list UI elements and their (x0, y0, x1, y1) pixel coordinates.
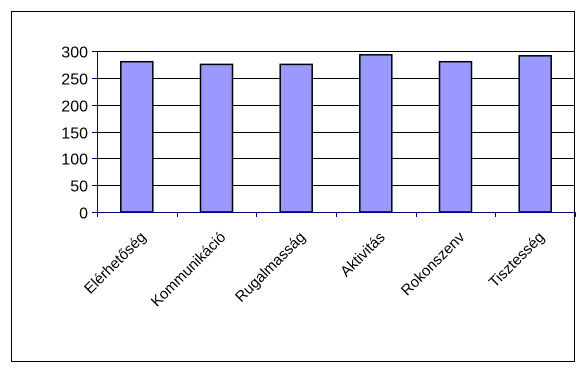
bar (120, 60, 154, 213)
y-tick-label: 50 (70, 179, 88, 196)
gridlines (97, 51, 575, 186)
axes (92, 51, 576, 217)
bar (438, 60, 473, 213)
y-tick-label: 100 (61, 152, 88, 169)
bar (518, 55, 552, 213)
bars (120, 54, 552, 213)
x-tick-label: Aktivitás (337, 229, 389, 281)
x-tick-label: Tisztesség (486, 229, 548, 291)
x-tick-label: Rugalmasság (232, 229, 309, 306)
y-tick-label: 0 (79, 206, 88, 223)
y-tick-label: 200 (61, 99, 88, 116)
bar (279, 63, 313, 213)
x-tick-label: Elérhetőség (81, 229, 150, 298)
y-tick-label: 150 (61, 126, 88, 143)
y-tick-label: 250 (61, 72, 88, 89)
x-tick-label: Rokonszenv (398, 228, 469, 299)
x-tick-label: Kommunikáció (148, 229, 230, 311)
bar (199, 63, 234, 213)
y-tick-label: 300 (61, 45, 88, 62)
bar (359, 54, 393, 213)
